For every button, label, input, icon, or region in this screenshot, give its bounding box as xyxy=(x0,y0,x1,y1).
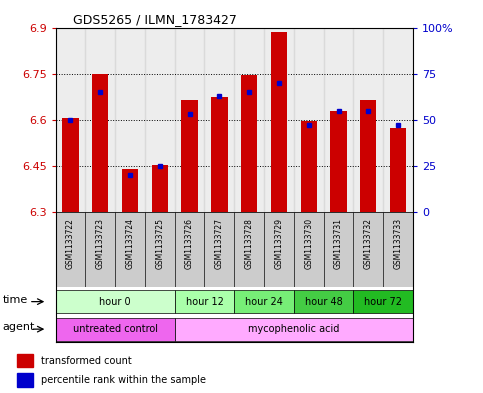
Text: GSM1133724: GSM1133724 xyxy=(126,218,134,269)
Bar xyxy=(204,28,234,212)
Bar xyxy=(56,212,85,287)
Text: GSM1133723: GSM1133723 xyxy=(96,218,105,269)
Bar xyxy=(175,28,204,212)
Text: GSM1133733: GSM1133733 xyxy=(394,218,402,269)
Bar xyxy=(152,165,168,212)
Bar xyxy=(56,290,175,313)
Bar xyxy=(271,32,287,212)
Bar xyxy=(145,212,175,287)
Bar xyxy=(383,212,413,287)
Bar xyxy=(56,28,85,212)
Bar xyxy=(294,28,324,212)
Text: mycophenolic acid: mycophenolic acid xyxy=(248,324,340,334)
Text: percentile rank within the sample: percentile rank within the sample xyxy=(41,375,206,386)
Text: GSM1133730: GSM1133730 xyxy=(304,218,313,269)
Text: untreated control: untreated control xyxy=(72,324,157,334)
Bar xyxy=(62,118,79,212)
Bar xyxy=(234,290,294,313)
Bar xyxy=(145,28,175,212)
Bar xyxy=(354,28,383,212)
Bar xyxy=(354,290,413,313)
Bar xyxy=(324,212,354,287)
Bar xyxy=(175,290,234,313)
Text: GSM1133726: GSM1133726 xyxy=(185,218,194,269)
Bar xyxy=(211,97,227,212)
Text: GSM1133732: GSM1133732 xyxy=(364,218,373,269)
Bar xyxy=(85,212,115,287)
Bar xyxy=(175,212,204,287)
Text: transformed count: transformed count xyxy=(41,356,131,366)
Bar xyxy=(360,100,376,212)
Text: GSM1133727: GSM1133727 xyxy=(215,218,224,269)
Bar xyxy=(122,169,138,212)
Bar xyxy=(204,212,234,287)
Bar xyxy=(56,318,175,341)
Bar xyxy=(294,212,324,287)
Text: GSM1133725: GSM1133725 xyxy=(156,218,164,269)
Text: hour 72: hour 72 xyxy=(364,297,402,307)
Text: hour 0: hour 0 xyxy=(99,297,131,307)
Bar xyxy=(115,28,145,212)
Text: GDS5265 / ILMN_1783427: GDS5265 / ILMN_1783427 xyxy=(73,13,237,26)
Bar xyxy=(234,212,264,287)
Text: GSM1133722: GSM1133722 xyxy=(66,218,75,269)
Text: GSM1133729: GSM1133729 xyxy=(274,218,284,269)
Bar xyxy=(85,28,115,212)
Text: hour 12: hour 12 xyxy=(185,297,224,307)
Bar xyxy=(182,100,198,212)
Bar xyxy=(300,121,317,212)
Bar xyxy=(383,28,413,212)
Text: time: time xyxy=(3,295,28,305)
Text: hour 24: hour 24 xyxy=(245,297,283,307)
Bar xyxy=(390,128,406,212)
Bar xyxy=(354,212,383,287)
Bar xyxy=(175,318,413,341)
Bar xyxy=(234,28,264,212)
Bar xyxy=(324,28,354,212)
Bar xyxy=(115,212,145,287)
Text: GSM1133728: GSM1133728 xyxy=(245,218,254,269)
Bar xyxy=(264,28,294,212)
Bar xyxy=(264,212,294,287)
Bar xyxy=(92,74,108,212)
Bar xyxy=(294,290,354,313)
Text: GSM1133731: GSM1133731 xyxy=(334,218,343,269)
Bar xyxy=(17,373,33,387)
Text: agent: agent xyxy=(3,322,35,332)
Bar xyxy=(241,75,257,212)
Bar xyxy=(17,354,33,367)
Bar xyxy=(330,111,347,212)
Text: hour 48: hour 48 xyxy=(305,297,342,307)
